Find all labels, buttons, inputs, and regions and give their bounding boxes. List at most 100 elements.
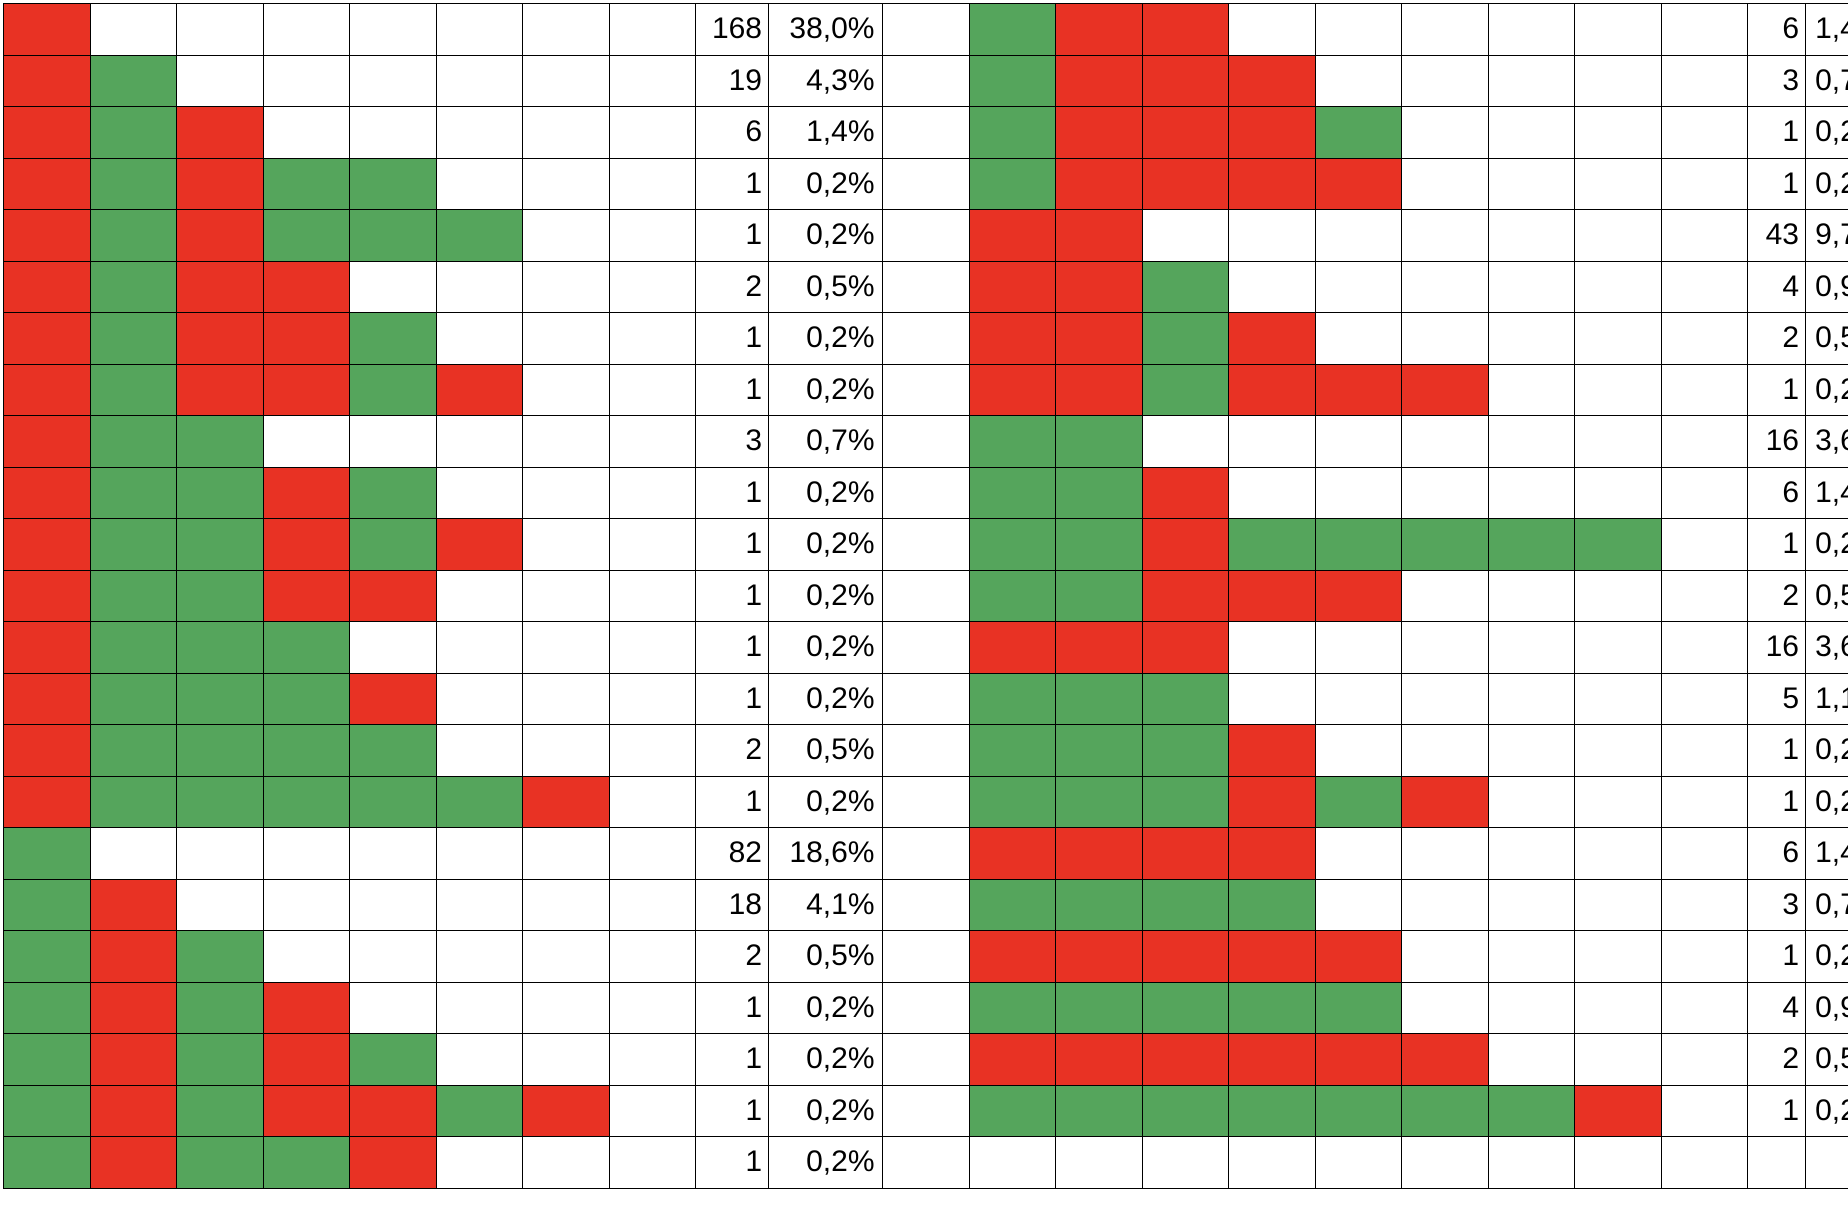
count-cell: 1 [695,466,769,520]
separator-cell [882,157,970,211]
red-cell [349,1084,437,1138]
count-cell: 1 [1747,724,1806,777]
red-cell [1141,3,1230,56]
green-cell [349,775,437,829]
empty-cell [1487,209,1576,262]
empty-cell [1574,54,1662,108]
red-cell [3,312,91,365]
empty-cell [1660,209,1749,262]
percent-cell: 0,2% [1804,363,1848,417]
empty-cell [1487,312,1576,365]
count-cell: 3 [1747,54,1806,108]
empty-cell [522,1033,610,1086]
separator-cell [882,827,970,880]
empty-cell [176,827,264,880]
red-cell [3,415,91,468]
empty-cell [1401,878,1489,932]
table-row: 10,2% 51,1% [3,672,1848,726]
separator-cell [882,415,970,468]
empty-cell [1574,466,1662,520]
empty-cell [1314,1136,1403,1189]
empty-cell [522,312,610,365]
red-cell [1314,930,1403,983]
empty-cell [1314,209,1403,262]
percent-cell: 0,2% [1804,106,1848,159]
percent-cell: 0,2% [1804,157,1848,211]
green-cell [89,106,178,159]
table-row: 1 0,2% [3,1136,1848,1189]
red-cell [1228,930,1316,983]
green-cell [1487,1084,1576,1138]
red-cell [1055,157,1143,211]
separator-cell [882,106,970,159]
empty-cell [1574,363,1662,417]
percent-cell: 38,0% [767,3,884,56]
green-cell [1141,1084,1230,1138]
empty-cell [1141,415,1230,468]
empty-cell [608,724,697,777]
green-cell [1314,1084,1403,1138]
red-cell [3,569,91,623]
empty-cell [1401,1136,1489,1189]
red-cell [1141,621,1230,674]
percent-cell: 4,3% [767,54,884,108]
empty-cell [1228,3,1316,56]
empty-cell [435,827,524,880]
count-cell: 1 [1747,106,1806,159]
green-cell [176,724,264,777]
empty-cell [522,466,610,520]
empty-cell [1228,621,1316,674]
empty-cell [1487,466,1576,520]
count-cell: 1 [695,621,769,674]
empty-cell [1314,827,1403,880]
count-cell: 1 [695,518,769,571]
separator-cell [882,209,970,262]
count-cell: 1 [695,775,769,829]
red-cell [1228,724,1316,777]
empty-cell [349,260,437,314]
green-cell [3,930,91,983]
green-cell [89,363,178,417]
empty-cell [349,106,437,159]
empty-cell [608,260,697,314]
green-cell [1141,981,1230,1035]
count-cell: 18 [695,878,769,932]
empty-cell [1660,466,1749,520]
empty-cell [1228,672,1316,726]
empty-cell [1401,3,1489,56]
empty-cell [1487,54,1576,108]
count-cell: 1 [695,672,769,726]
percent-cell: 18,6% [767,827,884,880]
red-cell [262,569,351,623]
red-cell [3,775,91,829]
empty-cell [435,312,524,365]
percent-cell: 1,4% [1804,3,1848,56]
percent-cell: 0,2% [767,518,884,571]
green-cell [1055,1084,1143,1138]
empty-cell [1314,724,1403,777]
red-cell [262,260,351,314]
empty-cell [1314,54,1403,108]
empty-cell [1660,1033,1749,1086]
empty-cell [608,672,697,726]
green-cell [349,1033,437,1086]
empty-cell [608,775,697,829]
red-cell [1141,827,1230,880]
separator-cell [882,1136,970,1189]
percent-cell: 0,9% [1804,260,1848,314]
count-cell: 16 [1747,415,1806,468]
empty-cell [349,415,437,468]
table-row: 10,2% 40,9% [3,981,1848,1035]
empty-cell [1401,260,1489,314]
separator-cell [882,981,970,1035]
empty-cell [262,827,351,880]
empty-cell [1228,466,1316,520]
separator-cell [882,775,970,829]
percent-cell: 1,4% [1804,827,1848,880]
red-cell [349,672,437,726]
table-row: 10,2%10,2% [3,363,1848,417]
red-cell [968,260,1057,314]
table-row: 10,2%10,2% [3,157,1848,211]
empty-cell [176,54,264,108]
percent-cell: 0,5% [1804,1033,1848,1086]
